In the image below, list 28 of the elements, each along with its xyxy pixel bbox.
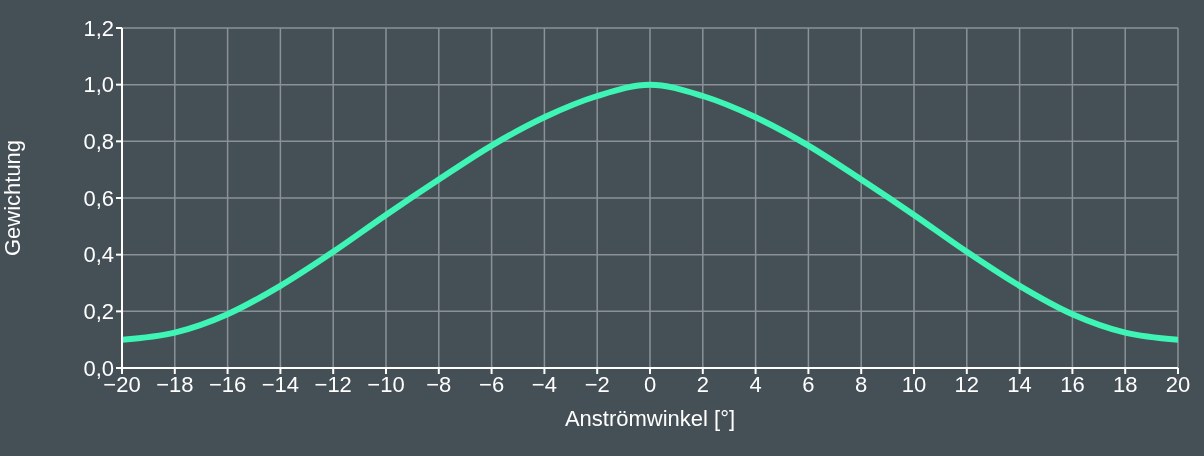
x-tick-label: −14: [261, 371, 300, 397]
x-tick-label: −8: [426, 371, 452, 397]
y-tick-label: 1,0: [83, 72, 114, 98]
x-tick-label: 14: [1007, 371, 1032, 397]
y-axis-title: Gewichtung: [0, 139, 25, 257]
x-tick-label: −4: [531, 371, 557, 397]
y-tick-label: 1,2: [83, 15, 114, 41]
x-tick-label: −6: [479, 371, 505, 397]
y-tick-label: 0,8: [83, 129, 114, 155]
x-tick-label: −12: [314, 371, 352, 397]
x-tick-label: 6: [802, 371, 815, 397]
x-tick-label: 20: [1165, 371, 1191, 397]
y-tick-label: 0,2: [83, 299, 114, 325]
x-tick-label: 4: [749, 371, 762, 397]
x-tick-label: 0: [643, 371, 657, 397]
x-tick-label: 16: [1060, 371, 1085, 397]
x-axis-title: Anströmwinkel [°]: [564, 406, 736, 431]
x-tick-label: 10: [901, 371, 927, 397]
x-tick-label: −10: [367, 371, 405, 397]
x-tick-label: 18: [1112, 371, 1138, 397]
x-tick-label: 2: [696, 371, 709, 397]
x-tick-label: −16: [208, 371, 247, 397]
x-tick-label: 12: [954, 371, 980, 397]
y-tick-label: 0,6: [83, 185, 114, 211]
x-tick-label: 8: [855, 371, 868, 397]
y-tick-label: 0,4: [83, 242, 114, 268]
x-tick-label: −2: [584, 371, 610, 397]
x-tick-label: −18: [156, 371, 194, 397]
